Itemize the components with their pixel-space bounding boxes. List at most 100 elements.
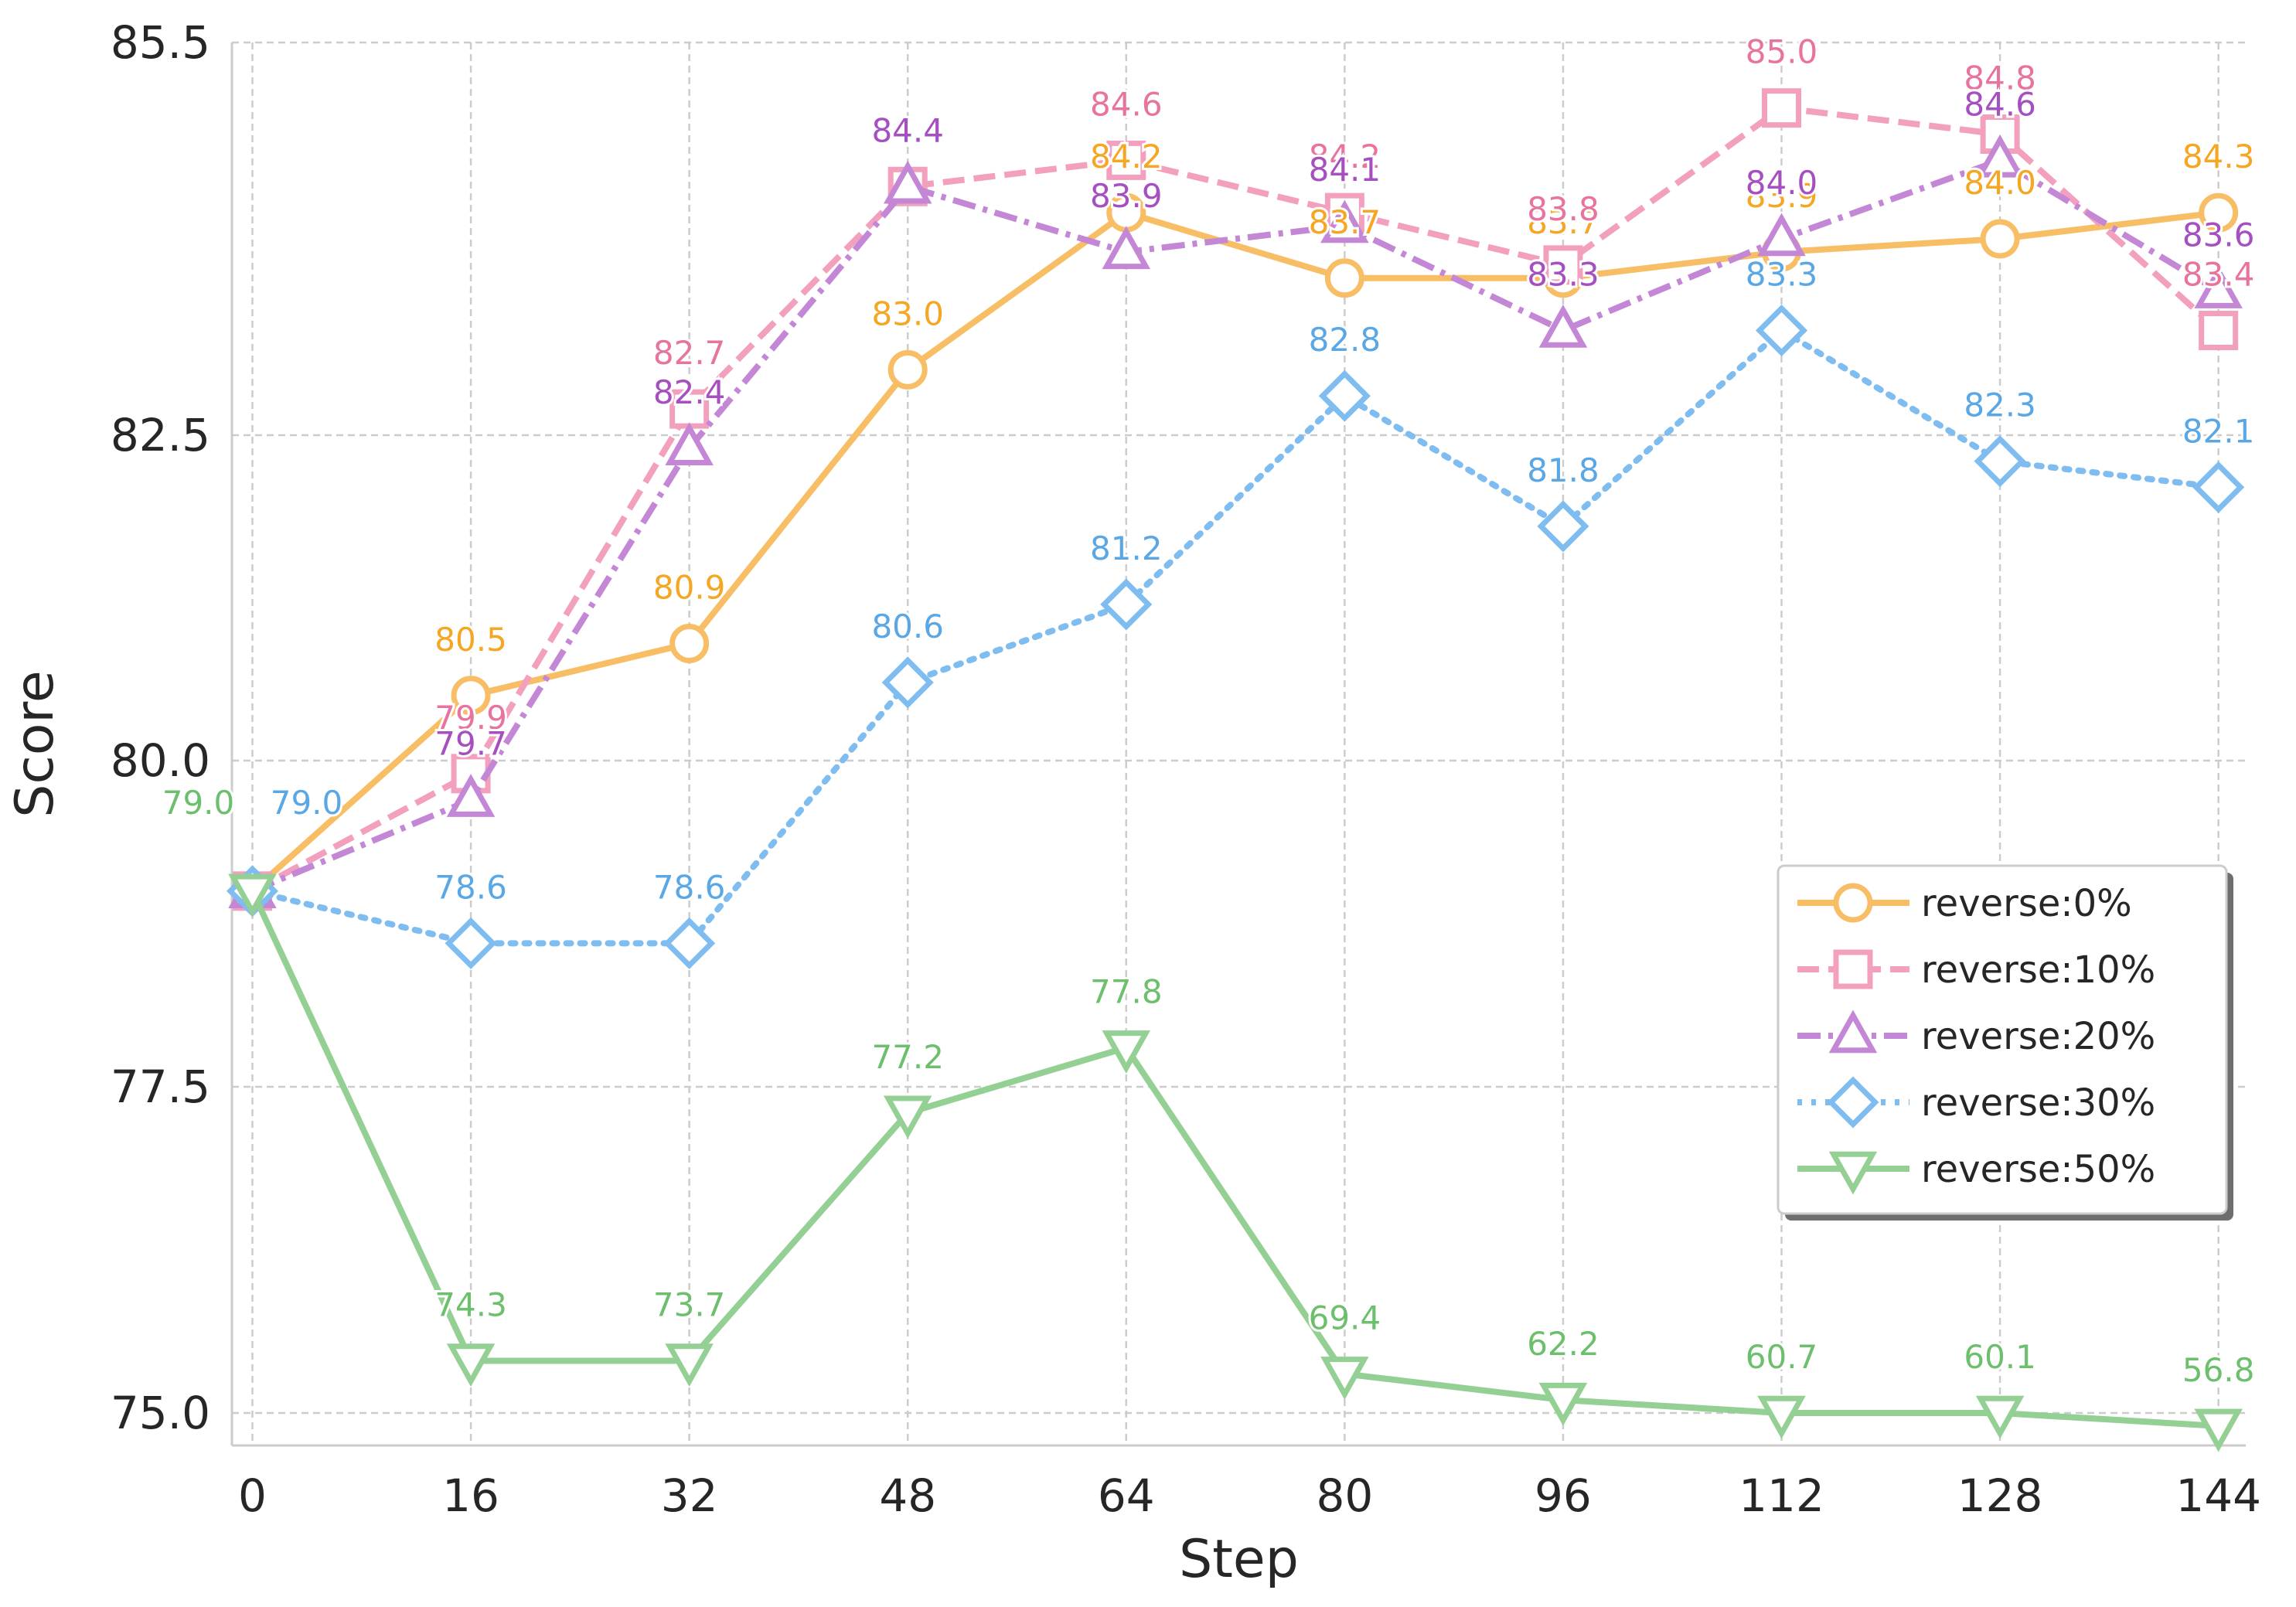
x-tick-label: 32: [661, 1469, 718, 1522]
data-point-marker: [2199, 192, 2239, 233]
data-label: 80.5: [434, 621, 507, 659]
data-point-marker: [1320, 199, 1369, 243]
x-tick-label: 64: [1098, 1469, 1155, 1522]
legend-label: reverse:10%: [1921, 948, 2155, 992]
data-point-marker: [2194, 1408, 2243, 1452]
legend-item: reverse:20%: [1797, 1009, 2155, 1058]
legend-marker: [1833, 949, 1873, 989]
x-tick-label: 128: [1957, 1469, 2043, 1522]
data-point-marker: [1757, 1395, 1806, 1439]
data-point-marker: [881, 656, 934, 709]
tick-labels: 0 16 32 48 64 80 96 112 128 144 75.0 77.5 80.0 82.5 85…: [111, 16, 2261, 1522]
data-label: 85.0: [1746, 33, 1818, 71]
data-label: 84.4: [871, 111, 944, 149]
data-point-marker: [1980, 219, 2020, 259]
axes: [230, 43, 2246, 1447]
data-label: 82.4: [653, 373, 726, 411]
data-point-marker: [1538, 1382, 1588, 1426]
data-point-marker: [1106, 140, 1146, 180]
y-axis-title: Score: [5, 670, 66, 817]
series-line: [249, 327, 2222, 947]
data-label: 77.8: [1090, 972, 1163, 1010]
data-label: 62.2: [1527, 1325, 1599, 1363]
legend: reverse:0% reverse:10% reverse:20% reverse:…: [1777, 864, 2233, 1221]
series-line: [249, 890, 2219, 1429]
x-tick-label: 96: [1535, 1469, 1592, 1522]
data-point-marker: [663, 917, 716, 969]
legend-label: reverse:0%: [1921, 882, 2132, 925]
data-point-marker: [1974, 435, 2026, 488]
data-point-marker: [1975, 1395, 2025, 1439]
data-label: 84.6: [1964, 85, 2036, 123]
data-label: 84.2: [1090, 138, 1163, 175]
data-point-marker: [1543, 245, 1583, 285]
data-point-marker: [445, 917, 497, 969]
series-line: [250, 157, 2220, 894]
data-label: 77.2: [871, 1038, 944, 1076]
data-label: 84.8: [1964, 60, 2036, 97]
data-point-marker: [665, 422, 714, 466]
legend-marker: [1828, 1151, 1878, 1195]
data-point-marker: [446, 774, 496, 817]
series-5: [228, 873, 2243, 1452]
data-label: 84.3: [2182, 138, 2255, 175]
x-tick-label: 144: [2175, 1469, 2261, 1522]
data-point-marker: [228, 873, 277, 918]
data-point-marker: [883, 160, 932, 204]
data-point-marker: [1762, 88, 1802, 128]
data-label: 79.0: [162, 784, 235, 822]
legend-box: [1777, 864, 2228, 1215]
data-label: 83.7: [1527, 203, 1599, 241]
series-line: [250, 209, 2219, 894]
data-point-marker: [883, 1095, 932, 1139]
data-point-marker: [1100, 578, 1153, 631]
data-label: 84.6: [1090, 85, 1163, 123]
data-label: 73.7: [653, 1285, 726, 1323]
legend-item: reverse:10%: [1797, 948, 2155, 992]
data-label: 84.4: [871, 111, 944, 149]
data-label: 83.9: [1746, 177, 1818, 215]
data-point-marker: [1755, 304, 1808, 357]
data-label: 83.8: [1527, 190, 1599, 228]
legend-marker: [1827, 1076, 1879, 1129]
series-layer: [226, 88, 2245, 1452]
data-label: 79.7: [434, 725, 507, 763]
data-label: 60.7: [1746, 1338, 1818, 1376]
x-axis-title: Step: [1179, 1529, 1299, 1590]
data-point-marker: [1320, 1357, 1369, 1400]
data-point-marker: [2192, 461, 2245, 513]
data-point-marker: [446, 1343, 496, 1387]
data-label: 83.6: [2182, 216, 2255, 254]
data-label: 83.0: [871, 295, 944, 332]
x-tick-label: 16: [442, 1469, 499, 1522]
data-point-marker: [1102, 1030, 1151, 1074]
y-tick-label: 82.5: [111, 409, 210, 461]
x-tick-label: 80: [1316, 1469, 1373, 1522]
x-tick-label: 112: [1739, 1469, 1824, 1522]
data-point-marker: [1538, 304, 1588, 348]
legend-item: reverse:50%: [1797, 1148, 2155, 1195]
data-point-marker: [1324, 258, 1364, 298]
data-point-marker: [1537, 500, 1589, 553]
data-label: 82.3: [1964, 386, 2036, 424]
data-label: 84.0: [1746, 164, 1818, 202]
data-label: 69.4: [1309, 1299, 1381, 1336]
data-label: 81.2: [1090, 529, 1163, 567]
data-label: 80.6: [871, 608, 944, 645]
data-label: 84.2: [1309, 138, 1381, 175]
legend-label: reverse:50%: [1921, 1148, 2155, 1191]
series-line: [250, 104, 2221, 894]
data-point-marker: [2194, 265, 2243, 308]
data-label: 79.0: [162, 784, 235, 822]
data-label: 78.6: [653, 868, 726, 906]
data-label: 79.9: [434, 699, 507, 737]
data-label: 83.3: [1746, 256, 1818, 294]
data-label: 82.8: [1309, 321, 1381, 359]
data-point-marker: [669, 623, 710, 663]
data-label: 74.3: [434, 1285, 507, 1323]
data-label: 83.3: [1527, 256, 1599, 294]
data-label: 82.1: [2182, 412, 2255, 450]
data-label: 84.0: [1964, 164, 2036, 202]
data-label: 83.4: [2182, 256, 2255, 294]
series-4: [226, 304, 2245, 969]
